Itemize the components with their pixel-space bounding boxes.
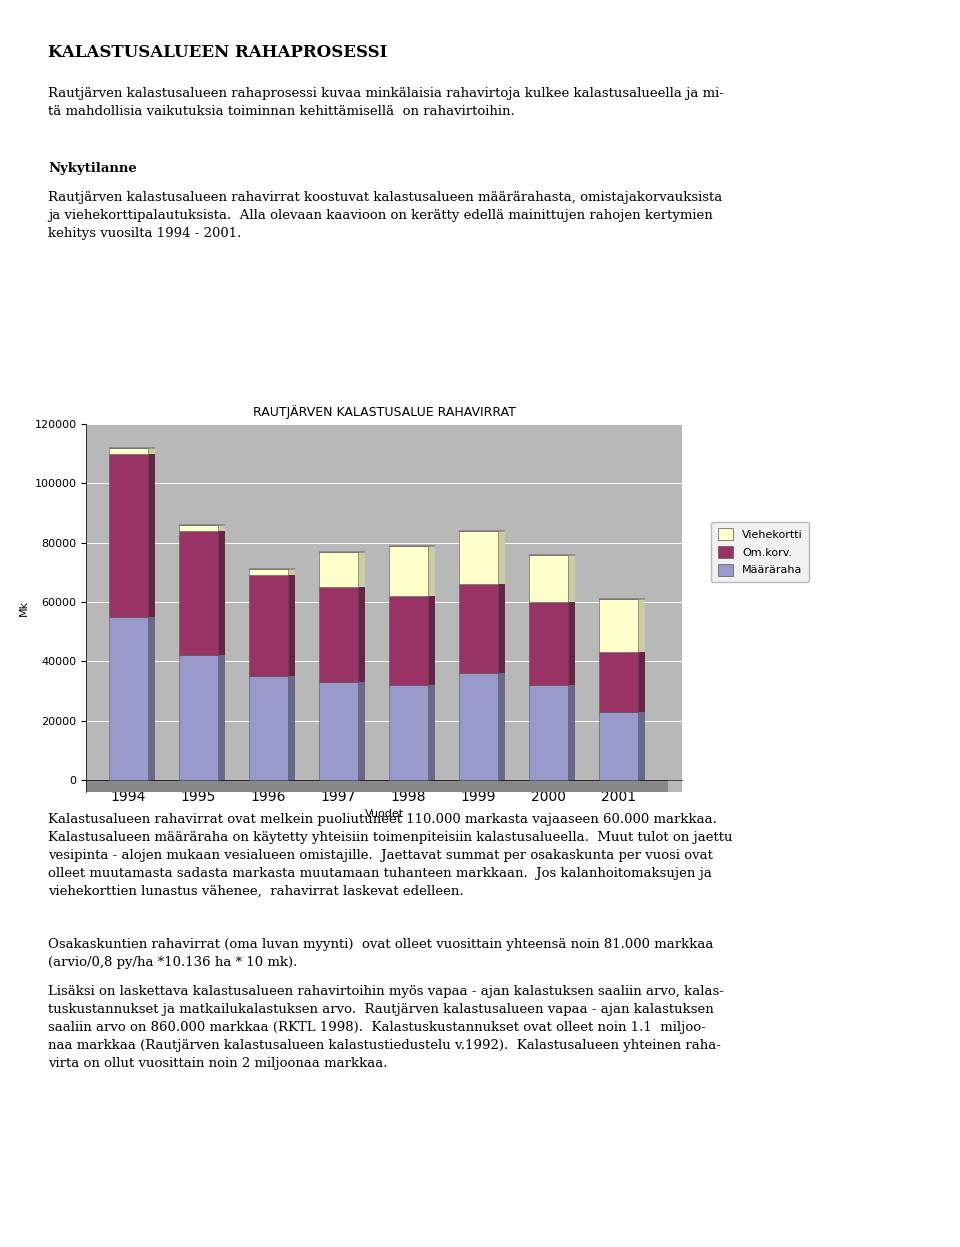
Bar xyxy=(320,587,358,682)
Text: Rautjärven kalastusalueen rahaprosessi kuvaa minkälaisia rahavirtoja kulkee kala: Rautjärven kalastusalueen rahaprosessi k… xyxy=(48,87,724,118)
Bar xyxy=(389,546,428,596)
Bar xyxy=(109,448,148,454)
Bar xyxy=(529,685,567,779)
Bar xyxy=(459,531,498,584)
Y-axis label: Mk: Mk xyxy=(19,600,29,616)
Polygon shape xyxy=(288,575,295,676)
Polygon shape xyxy=(148,617,155,779)
Text: Nykytilanne: Nykytilanne xyxy=(48,162,136,175)
Bar xyxy=(529,555,567,602)
Bar xyxy=(250,575,288,676)
Polygon shape xyxy=(86,779,667,792)
Polygon shape xyxy=(148,454,155,617)
Polygon shape xyxy=(567,602,575,685)
Polygon shape xyxy=(218,656,225,779)
Bar xyxy=(459,584,498,673)
Polygon shape xyxy=(358,587,365,682)
Text: Lisäksi on laskettava kalastusalueen rahavirtoihin myös vapaa - ajan kalastuksen: Lisäksi on laskettava kalastusalueen rah… xyxy=(48,985,724,1070)
Legend: Viehekortti, Om.korv., Määräraha: Viehekortti, Om.korv., Määräraha xyxy=(711,521,809,582)
Polygon shape xyxy=(428,685,435,779)
Text: KALASTUSALUEEN RAHAPROSESSI: KALASTUSALUEEN RAHAPROSESSI xyxy=(48,44,388,61)
Bar xyxy=(389,685,428,779)
Polygon shape xyxy=(498,584,505,673)
Polygon shape xyxy=(218,525,225,531)
Bar xyxy=(250,570,288,575)
Bar xyxy=(180,531,218,656)
Bar xyxy=(599,652,637,712)
Polygon shape xyxy=(428,596,435,685)
Text: Kalastusalueen rahavirrat ovat melkein puoliutuneet 110.000 markasta vajaaseen 6: Kalastusalueen rahavirrat ovat melkein p… xyxy=(48,813,732,898)
Bar xyxy=(109,617,148,779)
Polygon shape xyxy=(148,448,155,454)
Bar xyxy=(109,454,148,617)
X-axis label: Vuodet: Vuodet xyxy=(365,809,403,819)
Text: Rautjärven kalastusalueen rahavirrat koostuvat kalastusalueen määrärahasta, omis: Rautjärven kalastusalueen rahavirrat koo… xyxy=(48,191,722,239)
Polygon shape xyxy=(358,551,365,587)
Polygon shape xyxy=(637,712,645,779)
Bar xyxy=(599,599,637,652)
Polygon shape xyxy=(498,673,505,779)
Bar xyxy=(320,551,358,587)
Bar xyxy=(459,673,498,779)
Bar xyxy=(320,682,358,779)
Polygon shape xyxy=(567,685,575,779)
Polygon shape xyxy=(498,531,505,584)
Polygon shape xyxy=(428,546,435,596)
Polygon shape xyxy=(567,555,575,602)
Polygon shape xyxy=(637,599,645,652)
Polygon shape xyxy=(637,652,645,712)
Bar xyxy=(180,525,218,531)
Bar xyxy=(389,596,428,685)
Bar xyxy=(599,712,637,779)
Polygon shape xyxy=(288,676,295,779)
Text: Osakaskuntien rahavirrat (oma luvan myynti)  ovat olleet vuosittain yhteensä noi: Osakaskuntien rahavirrat (oma luvan myyn… xyxy=(48,938,713,969)
Title: RAUTJÄRVEN KALASTUSALUE RAHAVIRRAT: RAUTJÄRVEN KALASTUSALUE RAHAVIRRAT xyxy=(252,405,516,419)
Bar xyxy=(250,676,288,779)
Polygon shape xyxy=(358,682,365,779)
Bar xyxy=(180,656,218,779)
Polygon shape xyxy=(218,531,225,656)
Bar xyxy=(529,602,567,685)
Polygon shape xyxy=(288,570,295,575)
